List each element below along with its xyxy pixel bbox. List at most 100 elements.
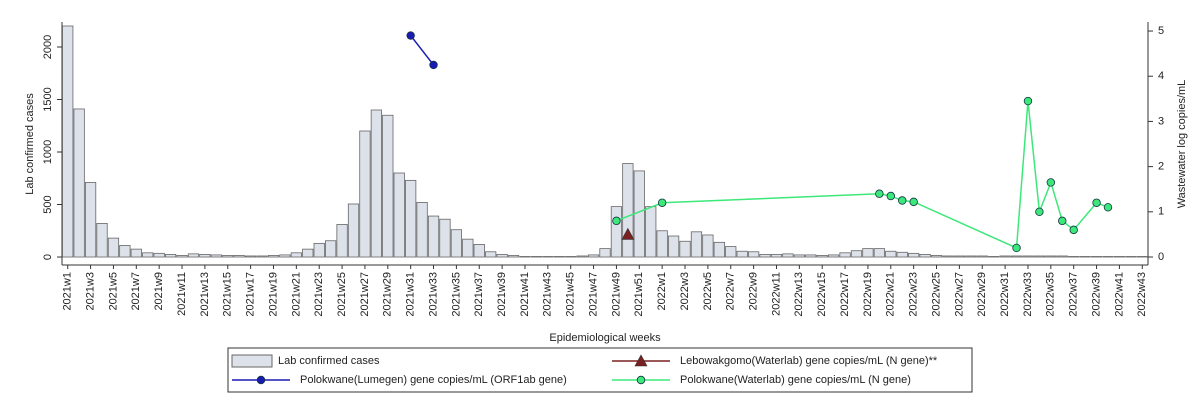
bar	[816, 255, 828, 258]
marker	[657, 198, 667, 207]
x-tick-label: 2021w39	[496, 272, 508, 317]
y2-axis-title: Wastewater log copies/mL	[1176, 80, 1188, 209]
bar	[942, 255, 954, 258]
x-tick-label: 2021w7	[130, 272, 142, 311]
bar	[828, 254, 840, 258]
x-tick-label: 2022w29	[976, 272, 988, 317]
x-tick-label: 2021w11	[176, 272, 188, 316]
x-tick-label: 2022w7	[725, 272, 737, 311]
bar	[290, 252, 302, 258]
bar	[130, 248, 142, 258]
bar	[622, 163, 634, 258]
bar	[142, 252, 154, 258]
bar	[793, 254, 805, 258]
bar	[1022, 255, 1034, 258]
bar	[107, 237, 120, 258]
y-tick-label: 1000	[42, 140, 54, 164]
bar	[1136, 256, 1148, 258]
legend-box	[227, 347, 973, 393]
marker	[875, 189, 884, 198]
bar	[976, 255, 988, 258]
bar	[245, 255, 257, 258]
x-tick-label: 2021w37	[473, 272, 485, 317]
x-tick-label: 2022w23	[908, 272, 920, 317]
bar	[427, 215, 440, 258]
y2-tick-label: 3	[1158, 115, 1164, 127]
bar	[222, 255, 234, 258]
bar	[1102, 256, 1114, 258]
marker	[886, 191, 895, 201]
x-tick-label: 2022w1	[656, 272, 668, 311]
y2-tick-label: 1	[1158, 206, 1164, 218]
x-tick-label: 2021w35	[450, 272, 462, 317]
line	[410, 35, 435, 66]
x-tick-label: 2021w23	[313, 272, 325, 317]
bar	[496, 253, 508, 258]
bar	[770, 253, 783, 258]
bar	[885, 250, 897, 258]
bar	[416, 202, 428, 258]
marker	[612, 216, 621, 226]
bar	[747, 251, 760, 258]
bar	[896, 251, 908, 258]
bar	[553, 256, 565, 258]
x-tick-label: 2022w15	[816, 272, 828, 317]
bar	[325, 240, 337, 258]
bar	[176, 255, 188, 258]
x-tick-label: 2022w9	[748, 272, 760, 311]
x-tick-label: 2021w21	[290, 272, 302, 317]
y-tick-label: 2000	[42, 35, 54, 59]
bar	[302, 248, 314, 258]
x-tick-label: 2022w17	[839, 272, 851, 317]
bar	[713, 241, 725, 258]
x-tick-label: 2022w43	[1136, 272, 1148, 317]
legend-swatch	[231, 354, 273, 368]
bar	[610, 206, 623, 258]
x-tick-label: 2022w33	[1022, 272, 1034, 317]
y2-tick-label: 5	[1158, 25, 1164, 37]
x-tick-label: 2021w17	[245, 272, 257, 317]
bar	[908, 252, 920, 258]
bar	[267, 255, 280, 258]
bar	[485, 251, 497, 258]
bar	[62, 25, 74, 258]
bar	[759, 253, 771, 258]
bar	[84, 182, 97, 258]
x-tick-label: 2022w35	[1045, 272, 1057, 317]
x-tick-label: 2021w45	[565, 272, 577, 317]
x-tick-label: 2021w1	[62, 272, 74, 311]
x-tick-label: 2021w19	[267, 272, 279, 317]
bar	[988, 256, 1000, 258]
bar	[1113, 256, 1126, 258]
marker	[429, 60, 438, 70]
bar	[313, 242, 325, 258]
x-tick-label: 2022w11	[770, 272, 782, 316]
bar	[336, 224, 348, 258]
marker	[1023, 96, 1033, 106]
bar	[565, 256, 577, 258]
x-tick-label: 2021w15	[222, 272, 234, 317]
marker	[1046, 178, 1056, 187]
y-tick-label: 0	[42, 254, 54, 260]
bar	[439, 218, 451, 258]
legend-marker	[634, 354, 648, 367]
x-tick-label: 2021w5	[107, 272, 119, 311]
bar	[1045, 255, 1057, 258]
y2-tick-label: 2	[1158, 161, 1164, 173]
bar	[256, 255, 268, 258]
bar	[462, 238, 474, 258]
x-tick-label: 2022w41	[1113, 272, 1125, 317]
bar	[999, 255, 1011, 258]
x-tick-label: 2022w39	[1090, 272, 1102, 317]
bar	[873, 248, 885, 258]
bar	[370, 109, 382, 258]
bar	[1090, 256, 1103, 258]
bar	[405, 179, 417, 258]
bar	[599, 248, 611, 258]
marker	[898, 196, 907, 205]
bar	[850, 250, 863, 258]
x-tick-label: 2021w47	[587, 272, 599, 317]
bar	[96, 223, 108, 258]
x-tick-label: 2021w25	[336, 272, 348, 317]
